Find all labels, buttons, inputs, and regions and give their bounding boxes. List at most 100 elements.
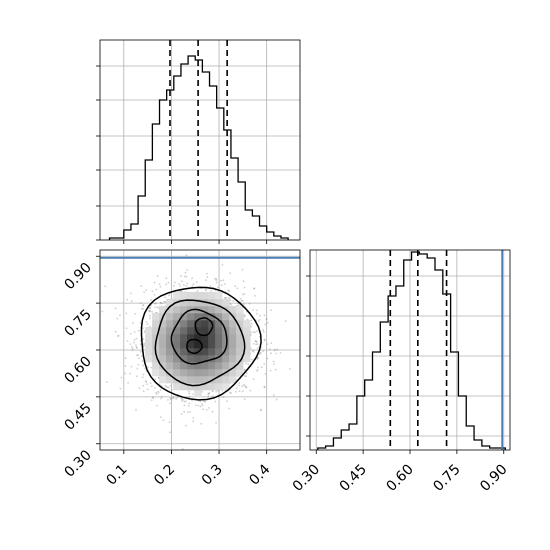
density-cell [173,340,181,349]
density-cell [201,291,209,300]
scatter-point [205,279,208,282]
density-cell [215,305,223,314]
scatter-point [256,357,259,360]
density-cell [166,319,174,328]
scatter-point [250,358,253,361]
density-cell [159,375,167,384]
scatter-point [131,349,134,351]
density-cell [173,368,181,377]
scatter-point [245,386,248,389]
scatter-point [153,293,156,296]
scatter-point [207,392,210,395]
scatter-point [192,283,195,286]
density-cell [173,305,181,314]
scatter-point [159,416,162,418]
scatter-point [94,337,96,339]
scatter-point [192,417,195,419]
scatter-point [212,395,214,397]
density-cell [194,375,202,384]
density-cell [166,333,174,342]
density-cell [243,326,251,335]
scatter-point [167,386,170,389]
scatter-point [243,369,246,372]
density-cell [215,291,223,300]
scatter-point [149,382,152,384]
density-cell [243,354,251,363]
scatter-point [140,302,142,305]
density-cell [194,291,202,300]
scatter-point [229,302,232,305]
scatter-point [256,330,258,333]
density-cell [173,354,181,363]
scatter-point [191,285,194,288]
scatter-point [242,280,245,283]
scatter-point [186,282,189,285]
scatter-point [259,352,262,355]
density-cell [201,326,209,335]
scatter-point [181,448,184,450]
scatter-point [166,386,169,389]
density-cell [215,326,223,335]
scatter-point [259,409,262,412]
density-cell [201,382,209,391]
scatter-point [226,400,228,402]
density-cell [222,298,230,307]
density-cell [187,361,195,370]
density-cell [159,305,167,314]
scatter-point [185,285,188,287]
scatter-point [160,302,163,305]
scatter-point [172,397,175,400]
scatter-point [137,329,140,332]
density-cell [236,361,244,370]
density-cell [173,382,181,391]
scatter-point [142,304,145,306]
scatter-point [265,318,268,321]
scatter-point [130,292,132,295]
density-cell [201,347,209,356]
scatter-point [148,310,150,312]
scatter-point [124,357,127,360]
scatter-point [183,400,186,403]
scatter-point [229,299,232,302]
scatter-point [149,315,151,317]
scatter-point [212,390,214,393]
scatter-point [264,373,267,375]
scatter-point [114,330,117,333]
density-cell [152,326,160,335]
scatter-point [167,399,169,401]
scatter-point [148,309,151,312]
scatter-point [259,351,262,354]
scatter-point [160,395,163,398]
scatter-point [142,373,145,376]
density-cell [243,340,251,349]
scatter-point [260,409,263,411]
scatter-point [258,318,261,321]
density-cell [187,291,195,300]
scatter-point [220,279,222,282]
scatter-point [116,317,119,320]
density-cell [194,319,202,328]
scatter-point [240,299,243,302]
density-cell [222,347,230,356]
density-cell [194,312,202,321]
scatter-point [188,402,191,405]
scatter-point [150,366,153,369]
density-cell [152,319,160,328]
density-cell [243,333,251,342]
scatter-point [168,421,171,423]
scatter-point [250,319,253,322]
density-cell [215,347,223,356]
scatter-point [244,375,247,377]
density-cell [152,354,160,363]
density-cell [222,382,230,391]
scatter-point [132,341,135,344]
density-cell [201,305,209,314]
scatter-point [221,389,224,392]
density-cell [194,361,202,370]
scatter-point [137,354,139,356]
scatter-point [266,357,269,360]
scatter-point [244,362,247,365]
scatter-point [222,396,225,399]
scatter-point [215,279,218,281]
scatter-point [156,404,158,407]
